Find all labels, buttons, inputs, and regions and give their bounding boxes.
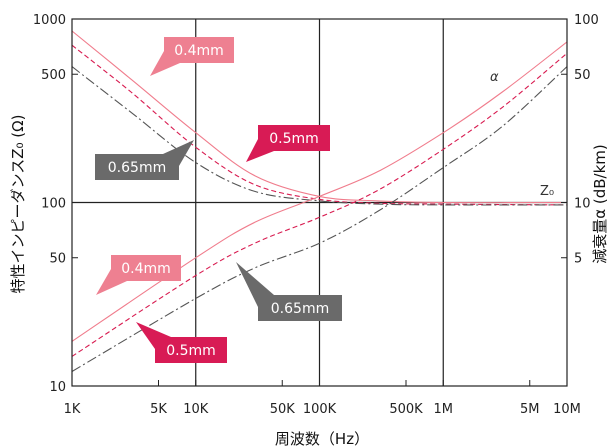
right-y-tick-label: 50: [574, 68, 591, 83]
x-tick-label: 5M: [520, 402, 540, 417]
series-line-impedance-05mm: [71, 44, 568, 206]
right-y-tick-label: 5: [574, 252, 582, 267]
x-tick-label: 5K: [150, 402, 167, 417]
right-y-axis-title: 減衰量α (dB/km): [591, 144, 609, 264]
left-y-tick-label: 500: [41, 68, 66, 83]
callout-04mm: 0.4mm: [150, 37, 234, 76]
right-y-tick-label: 100: [574, 13, 599, 28]
left-y-tick-label: 1000: [33, 13, 66, 28]
x-axis-title: 周波数（Hz）: [275, 430, 369, 448]
right-y-tick-label: 10: [574, 197, 591, 212]
callout-box: [258, 125, 330, 151]
series-line-attenuation-065mm: [71, 66, 568, 372]
callout-label: 0.5mm: [269, 131, 319, 147]
tick-layer: 1K 5K 10K 50K 100K 500K 1M 5M 10M 1000 500 100 50 10 1…: [33, 13, 599, 417]
left-y-axis-title: 特性インピーダンスZ₀ (Ω): [9, 115, 27, 294]
callout-box: [111, 255, 181, 281]
z0-curve-label: Z₀: [540, 184, 554, 199]
x-tick-label: 1M: [434, 402, 454, 417]
x-tick-label: 10M: [553, 402, 581, 417]
callout-box: [164, 37, 234, 63]
callout-box: [95, 154, 179, 180]
callout-tail: [150, 51, 180, 76]
alpha-curve-label: α: [490, 70, 499, 85]
series-layer: [71, 30, 568, 372]
callout-layer: 0.4mm 0.5mm 0.65mm 0.4mm 0.65mm 0.5mm: [95, 37, 342, 363]
series-line-impedance-04mm: [71, 30, 568, 204]
callout-065mm: 0.65mm: [95, 140, 194, 180]
x-tick-label: 10K: [183, 402, 209, 417]
series-line-impedance-065mm: [71, 66, 568, 206]
left-y-tick-label: 10: [49, 380, 66, 395]
callout-box: [155, 337, 227, 363]
left-y-tick-label: 100: [41, 197, 66, 212]
callout-label: 0.4mm: [121, 261, 171, 277]
x-tick-label: 100K: [303, 402, 337, 417]
callout-box: [258, 295, 342, 321]
series-line-attenuation-05mm: [71, 52, 568, 357]
x-tick-label: 50K: [270, 402, 296, 417]
callout-05mm: 0.5mm: [136, 322, 227, 363]
series-line-attenuation-04mm: [71, 41, 568, 342]
callout-label: 0.65mm: [108, 160, 166, 176]
callout-05mm: 0.5mm: [246, 125, 330, 162]
x-tick-label: 500K: [389, 402, 423, 417]
callout-label: 0.4mm: [174, 43, 224, 59]
callout-065mm: 0.65mm: [236, 262, 342, 321]
left-y-tick-label: 50: [49, 252, 66, 267]
x-tick-label: 1K: [64, 402, 81, 417]
callout-label: 0.65mm: [271, 301, 329, 317]
callout-label: 0.5mm: [166, 343, 216, 359]
callout-04mm: 0.4mm: [96, 255, 181, 295]
